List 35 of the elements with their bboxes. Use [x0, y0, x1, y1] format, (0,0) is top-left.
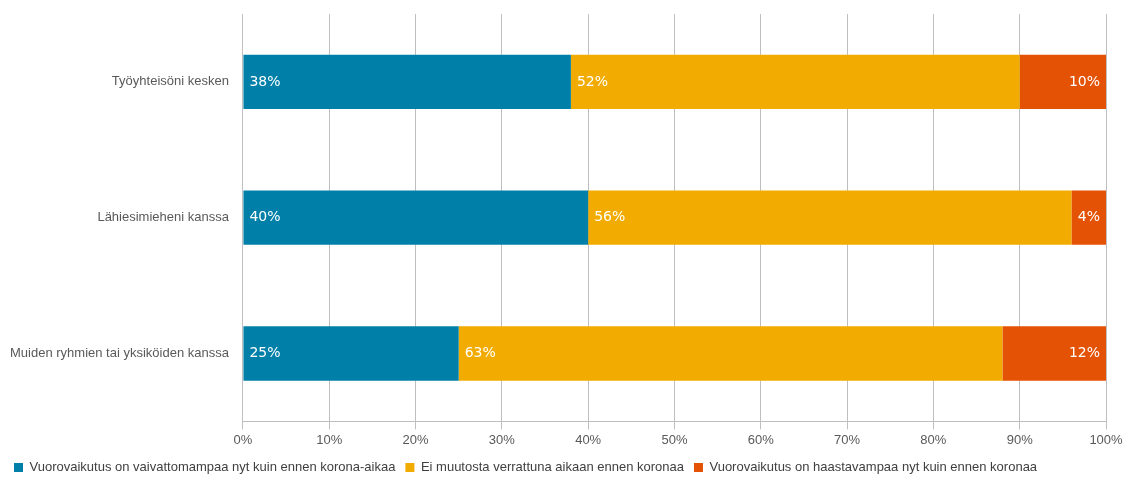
- x-tick-label: 40%: [575, 431, 602, 447]
- x-tick-label: 50%: [661, 431, 688, 447]
- data-label: 63%: [464, 344, 496, 361]
- bar: [1019, 54, 1106, 110]
- bar: [243, 54, 571, 110]
- data-label: 40%: [249, 208, 281, 225]
- x-tick-label: 60%: [747, 431, 775, 447]
- x-tick-label: 30%: [488, 431, 516, 447]
- bar: [588, 190, 1072, 245]
- bar: [570, 54, 1020, 110]
- y-tick-label: Työyhteisöni kesken: [111, 73, 229, 89]
- x-tick-label: 10%: [316, 431, 343, 447]
- bar: [1002, 326, 1106, 381]
- x-tick-label: 20%: [402, 431, 429, 447]
- x-tick-label: 90%: [1006, 431, 1034, 447]
- data-label: 4%: [1077, 208, 1100, 225]
- bar: [1071, 190, 1106, 245]
- bar: [243, 326, 459, 381]
- x-tick-label: 100%: [1089, 431, 1124, 447]
- legend-label: Vuorovaikutus on haastavampaa nyt kuin ennen koronaa: [709, 459, 1038, 475]
- y-tick-label: Muiden ryhmien tai yksiköiden kanssa: [10, 345, 230, 361]
- bar: [243, 190, 589, 245]
- legend-label: Ei muutosta verrattuna aikaan ennen koronaa: [420, 459, 685, 475]
- x-tick-label: 80%: [920, 431, 947, 447]
- data-label: 52%: [576, 72, 609, 89]
- data-label: 56%: [594, 208, 626, 225]
- data-label: 25%: [249, 344, 281, 361]
- data-label: 10%: [1068, 72, 1100, 89]
- legend-label: Vuorovaikutus on vaivattomampaa nyt kuin ennen korona-aikaa: [29, 459, 397, 475]
- x-tick-label: 0%: [233, 431, 253, 447]
- bar: [458, 326, 1003, 381]
- data-label: 38%: [249, 72, 281, 89]
- y-tick-label: Lähiesimieheni kanssa: [97, 209, 230, 225]
- data-label: 12%: [1068, 344, 1100, 361]
- x-tick-label: 70%: [834, 431, 861, 447]
